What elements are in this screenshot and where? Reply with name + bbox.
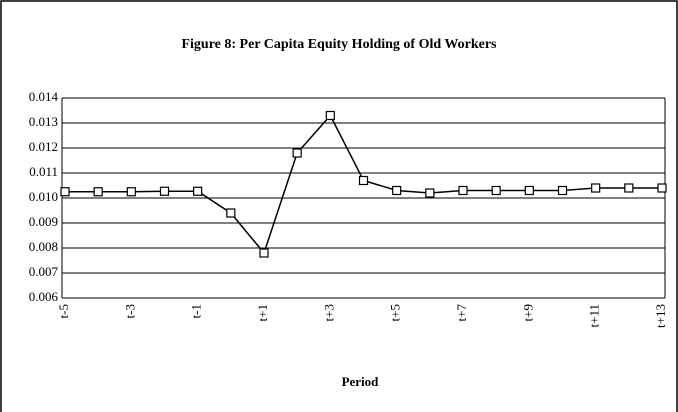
x-tick-label: t+11 [587, 304, 602, 327]
point-marker [358, 175, 369, 186]
point-marker [60, 187, 70, 197]
point-marker [491, 185, 501, 196]
x-tick-label: t+5 [388, 304, 403, 321]
point-marker [557, 185, 568, 196]
point-marker [624, 183, 634, 193]
y-tick-label: 0.010 [29, 189, 58, 204]
point-marker [425, 188, 435, 198]
x-tick-label: t+1 [255, 304, 270, 321]
point-marker [657, 183, 667, 193]
y-tick-label: 0.006 [29, 289, 59, 304]
point-marker [259, 248, 269, 258]
y-tick-label: 0.014 [29, 89, 59, 104]
point-marker [159, 186, 170, 196]
x-tick-label: t-5 [56, 304, 71, 318]
point-marker [325, 110, 335, 121]
point-marker [392, 185, 402, 196]
y-tick-label: 0.011 [29, 164, 58, 179]
x-tick-label: t-1 [189, 304, 204, 318]
x-tick-label: t+13 [653, 304, 668, 328]
point-marker [226, 208, 236, 218]
x-tick-label: t+7 [454, 304, 469, 322]
x-axis-label: Period [342, 374, 380, 389]
y-tick-label: 0.007 [29, 264, 59, 279]
x-tick-label: t-3 [122, 304, 137, 318]
y-tick-label: 0.009 [29, 214, 58, 229]
point-marker [524, 185, 534, 196]
point-marker [126, 187, 136, 197]
point-marker [591, 183, 601, 193]
y-tick-label: 0.008 [29, 239, 58, 254]
point-marker [93, 187, 103, 197]
x-tick-label: t+9 [520, 304, 535, 321]
y-tick-label: 0.012 [29, 139, 58, 154]
y-tick-label: 0.013 [29, 114, 58, 129]
chart-title: Figure 8: Per Capita Equity Holding of O… [181, 37, 497, 52]
point-marker [193, 186, 203, 196]
point-marker [458, 185, 468, 196]
x-tick-label: t+3 [321, 304, 336, 321]
point-marker [292, 148, 302, 158]
